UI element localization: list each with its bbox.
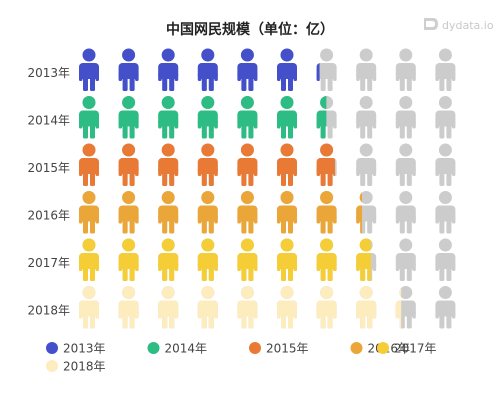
data-icon [395, 143, 416, 186]
data-icon [197, 286, 218, 329]
data-icon [277, 96, 297, 139]
data-icon [118, 48, 139, 91]
legend-label: 2015年 [266, 342, 309, 356]
data-icon [237, 191, 258, 234]
legend-label: 2013年 [63, 342, 106, 356]
data-icon [79, 191, 99, 234]
data-icon [316, 96, 337, 139]
data-icon [197, 191, 218, 234]
data-icon [237, 238, 258, 281]
data-icon [435, 143, 456, 186]
y-tick-label: 2018年 [27, 304, 70, 318]
data-icon [395, 238, 416, 281]
data-icon [395, 96, 416, 139]
legend-item[interactable]: 2014年 [147, 342, 208, 356]
data-icon [356, 143, 377, 186]
data-icon [435, 286, 456, 329]
data-icon [237, 96, 258, 139]
data-icon [79, 286, 99, 329]
data-icon [435, 191, 456, 234]
data-icon [356, 96, 377, 139]
legend-swatch [147, 342, 160, 354]
data-icon [316, 48, 337, 91]
data-icon [237, 286, 258, 329]
y-tick-label: 2013年 [27, 66, 70, 80]
icon-row: 2014年 [27, 96, 456, 139]
y-tick-label: 2014年 [27, 114, 70, 128]
data-icon [277, 238, 297, 281]
data-icon [316, 238, 337, 281]
icon-row: 2013年 [27, 48, 456, 91]
icon-row: 2018年 [27, 286, 456, 329]
data-icon [79, 143, 99, 186]
data-icon [197, 143, 218, 186]
data-icon [316, 191, 337, 234]
legend-swatch [377, 342, 389, 354]
y-tick-label: 2015年 [27, 161, 70, 175]
y-tick-label: 2016年 [27, 209, 70, 223]
data-icon [118, 238, 139, 281]
data-icon [118, 191, 139, 234]
data-icon [158, 286, 179, 329]
data-icon [356, 191, 377, 234]
data-icon [79, 48, 99, 91]
data-icon [316, 286, 337, 329]
legend-item[interactable]: 2018年 [46, 360, 106, 374]
legend-swatch [46, 360, 58, 372]
data-icon [118, 286, 139, 329]
data-icon [277, 191, 297, 234]
data-icon [356, 286, 377, 329]
legend-swatch [46, 342, 58, 354]
data-icon [79, 238, 99, 281]
data-icon [158, 143, 179, 186]
data-icon [316, 143, 337, 186]
legend-swatch [350, 342, 363, 354]
y-tick-label: 2017年 [27, 256, 70, 270]
data-icon [395, 191, 416, 234]
dydata-logo-icon [424, 18, 438, 30]
data-icon [158, 238, 179, 281]
watermark: dydata.io [424, 18, 494, 32]
legend-item[interactable]: 2017年 [377, 342, 437, 356]
icon-row: 2016年 [27, 191, 456, 234]
data-icon [435, 48, 456, 91]
data-icon [197, 48, 218, 91]
legend-swatch [249, 342, 261, 354]
data-icon [237, 48, 258, 91]
data-icon [197, 238, 218, 281]
data-icon [395, 286, 416, 329]
legend-label: 2014年 [165, 342, 208, 356]
data-icon [277, 143, 297, 186]
legend-item[interactable]: 2015年 [249, 342, 309, 356]
data-icon [237, 143, 258, 186]
data-icon [395, 48, 416, 91]
legend-label: 2018年 [63, 360, 106, 374]
legend-label: 2017年 [394, 342, 437, 356]
data-icon [356, 238, 377, 281]
data-icon [277, 286, 297, 329]
chart-title: 中国网民规模（单位：亿） [166, 21, 334, 38]
data-icon [197, 96, 218, 139]
data-icon [118, 96, 139, 139]
data-icon [79, 96, 99, 139]
data-icon [435, 238, 456, 281]
data-icon [158, 96, 179, 139]
data-icon [277, 48, 297, 91]
watermark-brand: dydata.io [442, 19, 494, 32]
data-icon [435, 96, 456, 139]
data-icon [118, 143, 139, 186]
icon-row: 2015年 [27, 143, 456, 186]
icon-row: 2017年 [27, 238, 456, 281]
legend-item[interactable]: 2013年 [46, 342, 106, 356]
data-icon [158, 48, 179, 91]
data-icon [356, 48, 377, 91]
data-icon [158, 191, 179, 234]
